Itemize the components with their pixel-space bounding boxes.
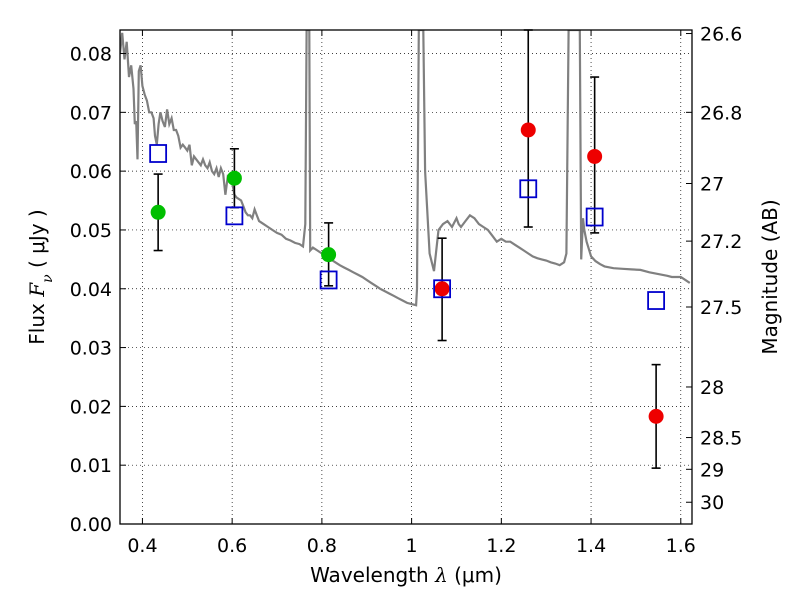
green-data-point xyxy=(321,247,337,263)
x-tick-label: 1.4 xyxy=(576,535,606,557)
model-photometry-square xyxy=(433,279,452,299)
y2-tick-label: 29 xyxy=(700,459,724,481)
grid-lines xyxy=(120,30,692,525)
x-tick-label: 1 xyxy=(406,535,418,557)
red-data-point xyxy=(587,148,603,164)
y2-tick-label: 28 xyxy=(700,377,724,399)
y2-tick-label: 26.6 xyxy=(700,24,742,46)
model-photometry-square xyxy=(149,144,168,163)
x-tick-label: 0.4 xyxy=(127,535,157,557)
y-tick-label: 0.07 xyxy=(70,102,112,124)
y2-tick-label: 27.5 xyxy=(700,297,742,319)
green-data-point xyxy=(150,204,166,220)
y-axis-label: Flux Fν ( μJy ) xyxy=(25,209,56,344)
y-tick-label: 0.01 xyxy=(70,455,112,477)
red-data-point xyxy=(648,408,664,424)
data-markers xyxy=(149,122,666,424)
y2-tick-label: 26.8 xyxy=(700,102,742,124)
model-spectrum-line xyxy=(120,30,691,307)
y-tick-label: 0.08 xyxy=(70,44,112,66)
svg-text:Magnitude (AB): Magnitude (AB) xyxy=(758,199,782,354)
x-tick-label: 0.8 xyxy=(307,535,337,557)
model-spectrum xyxy=(120,30,691,307)
svg-text:Flux Fν ( μJy ): Flux Fν ( μJy ) xyxy=(25,209,56,344)
tick-labels: 0.4 0.6 0.8 1 1.2 1.4 1.6 0.00 0.01 0.02 0.03 0.04 0… xyxy=(70,24,743,557)
model-photometry-square xyxy=(225,206,244,226)
model-photometry-square xyxy=(647,291,666,310)
x-tick-label: 0.6 xyxy=(217,535,247,557)
green-data-point xyxy=(226,170,242,186)
red-data-point xyxy=(520,122,536,138)
model-photometry-square xyxy=(519,179,538,199)
model-photometry-square xyxy=(319,270,338,290)
y-tick-label: 0.03 xyxy=(70,338,112,360)
y-tick-label: 0.02 xyxy=(70,396,112,418)
x-tick-label: 1.6 xyxy=(666,535,696,557)
x-axis-label: Wavelength λ (μm) xyxy=(310,563,502,587)
y2-tick-label: 27.2 xyxy=(700,231,742,253)
y-tick-label: 0.00 xyxy=(70,514,112,536)
y2-tick-label: 30 xyxy=(700,492,724,514)
error-bars xyxy=(153,29,661,469)
y2-tick-label: 28.5 xyxy=(700,428,742,450)
y2-tick-label: 27 xyxy=(700,173,724,195)
axis-ticks xyxy=(120,30,692,525)
plot-frame xyxy=(119,29,693,525)
x-tick-label: 1.2 xyxy=(486,535,516,557)
red-data-point xyxy=(434,281,450,297)
y-tick-label: 0.05 xyxy=(70,220,112,242)
y-tick-label: 0.06 xyxy=(70,161,112,183)
right-axis-label: Magnitude (AB) xyxy=(758,199,782,354)
y-tick-label: 0.04 xyxy=(70,279,112,301)
model-photometry-square xyxy=(585,207,604,227)
